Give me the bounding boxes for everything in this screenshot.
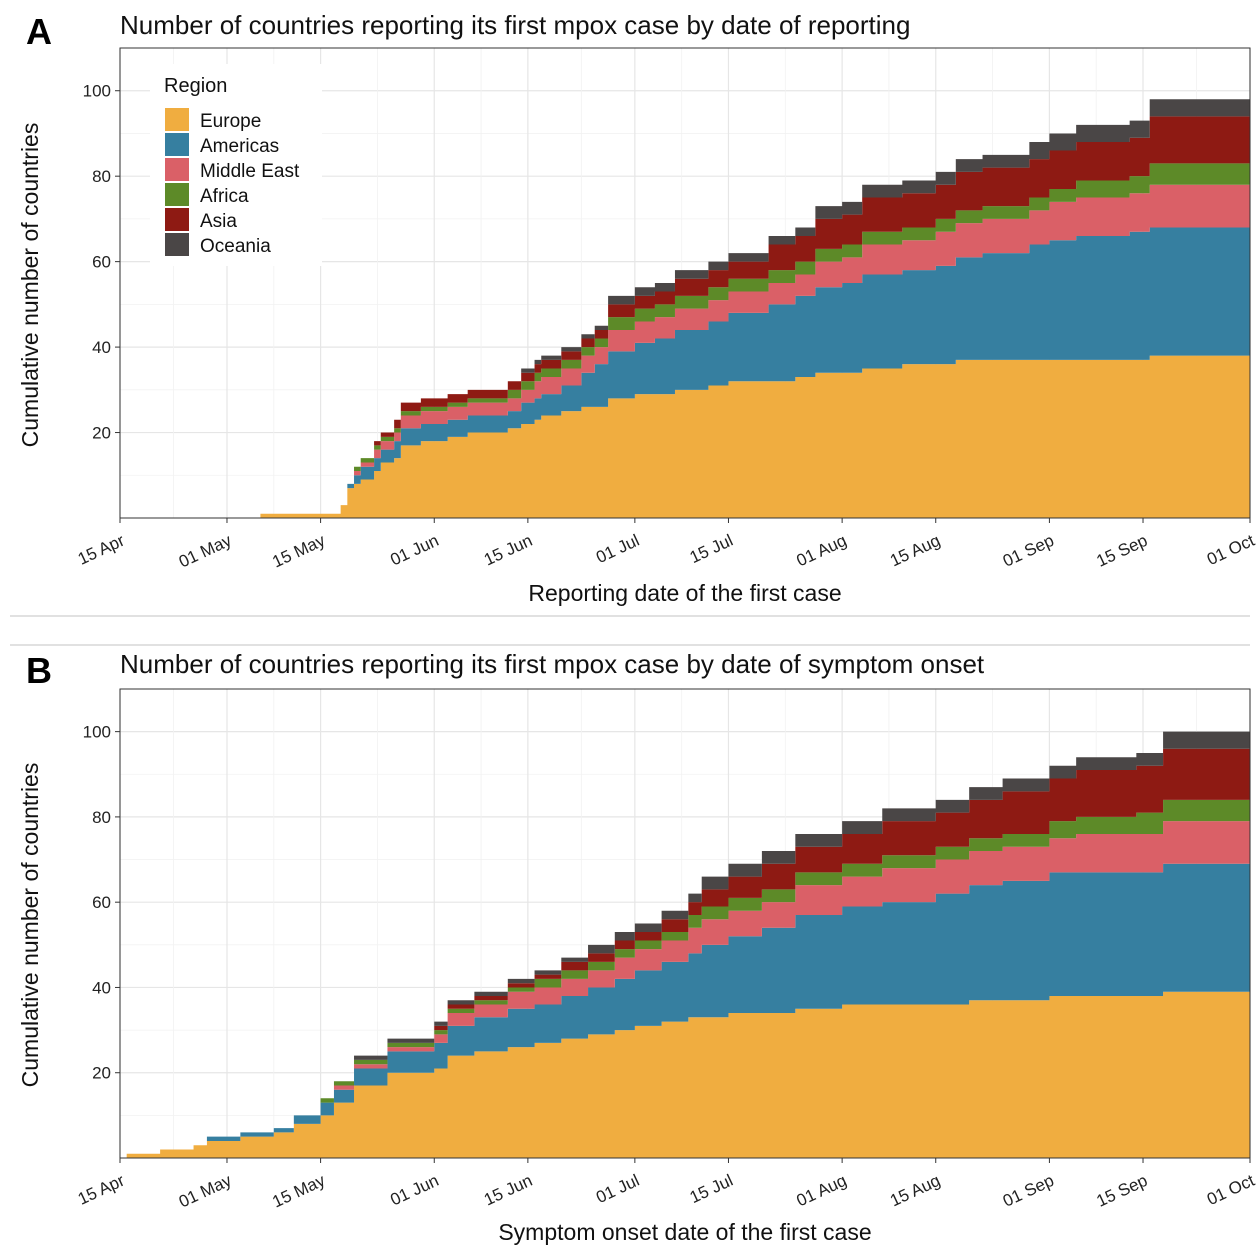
panel-b-x-tick-label-15-sep: 15 Sep (1094, 1171, 1151, 1211)
panel-b-x-tick-label-15-aug: 15 Aug (887, 1171, 943, 1211)
legend-key-africa (165, 183, 189, 206)
panel-a-plot-frame (119, 47, 1251, 519)
legend: Region Europe Americas Middle East Afric… (150, 64, 322, 266)
panel-b-x-tick-label-15-may: 15 May (269, 1171, 328, 1212)
panel-b-x-tick-label-01-may: 01 May (176, 1171, 235, 1212)
panel-b-area-europe (126, 991, 1250, 1158)
panel-b-x-tick-label-01-jun: 01 Jun (387, 1171, 441, 1210)
panel-b-x-tick-label-15-jul: 15 Jul (687, 1171, 736, 1207)
panel-a-x-tick-label-01-sep: 01 Sep (1000, 531, 1057, 571)
legend-key-americas (165, 133, 189, 156)
panel-a-y-axis-title: Cumulative number of countries (17, 123, 43, 448)
panel-a-letter: A (26, 11, 52, 52)
panel-a-x-tick-label-15-aug: 15 Aug (887, 531, 943, 571)
panel-b-y-axis-title: Cumulative number of countries (17, 763, 43, 1088)
panel-b: B Number of countries reporting its firs… (17, 649, 1258, 1245)
legend-label-middle-east: Middle East (200, 161, 300, 182)
panel-a-x-tick-label-15-sep: 15 Sep (1094, 531, 1151, 571)
panel-a: A Number of countries reporting its firs… (17, 10, 1258, 606)
panel-a-y-tick-label-100: 100 (83, 82, 111, 101)
panel-b-x-tick-label-01-oct: 01 Oct (1204, 1171, 1258, 1210)
panel-b-area-americas (126, 863, 1250, 1154)
panel-b-x-tick-label-01-sep: 01 Sep (1000, 1171, 1057, 1211)
panel-b-y-tick-label-40: 40 (92, 978, 111, 997)
panel-b-title: Number of countries reporting its first … (120, 649, 985, 679)
panel-a-x-tick-label-01-jul: 01 Jul (593, 531, 642, 567)
panel-b-x-axis-title: Symptom onset date of the first case (498, 1219, 871, 1245)
panel-b-x-tick-label-15-jun: 15 Jun (481, 1171, 535, 1210)
panel-b-x-tick-label-15-apr: 15 Apr (75, 1171, 128, 1209)
panel-b-y-tick-label-80: 80 (92, 808, 111, 827)
panel-b-letter: B (26, 650, 52, 691)
panel-a-x-tick-label-15-may: 15 May (269, 531, 328, 572)
panel-a-x-tick-label-01-oct: 01 Oct (1204, 531, 1258, 570)
panel-a-y-tick-label-40: 40 (92, 338, 111, 357)
panel-a-area-middle-east (260, 184, 1251, 514)
panel-a-area-americas (260, 227, 1251, 514)
legend-key-middle-east (165, 158, 189, 181)
legend-key-oceania (165, 233, 189, 256)
panel-a-area-asia (260, 116, 1251, 514)
panel-a-x-tick-label-15-apr: 15 Apr (75, 531, 128, 569)
panel-a-x-tick-label-15-jun: 15 Jun (481, 531, 535, 570)
panel-b-x-tick-label-01-aug: 01 Aug (794, 1171, 850, 1211)
legend-label-americas: Americas (200, 136, 279, 157)
legend-label-asia: Asia (200, 211, 237, 232)
panel-b-area-asia (126, 748, 1250, 1154)
panel-a-x-tick-label-15-jul: 15 Jul (687, 531, 736, 567)
panel-a-stacked-areas (260, 99, 1251, 518)
legend-key-europe (165, 108, 189, 131)
panel-a-x-axis-title: Reporting date of the first case (528, 580, 841, 606)
panel-a-y-tick-label-80: 80 (92, 167, 111, 186)
panel-b-y-tick-label-60: 60 (92, 893, 111, 912)
legend-key-asia (165, 208, 189, 231)
panel-a-x-tick-label-01-aug: 01 Aug (794, 531, 850, 571)
panel-b-y-tick-label-20: 20 (92, 1064, 111, 1083)
legend-label-africa: Africa (200, 186, 249, 207)
panel-b-plot-frame (119, 688, 1251, 1159)
legend-title: Region (164, 75, 227, 97)
panel-a-x-tick-label-01-jun: 01 Jun (387, 531, 441, 570)
panel-a-x-tick-label-01-may: 01 May (176, 531, 235, 572)
legend-label-europe: Europe (200, 111, 261, 132)
panel-b-x-tick-label-01-jul: 01 Jul (593, 1171, 642, 1207)
panel-a-y-tick-label-60: 60 (92, 253, 111, 272)
panel-b-stacked-areas (126, 731, 1250, 1158)
legend-label-oceania: Oceania (200, 236, 271, 257)
panel-b-area-middle-east (126, 821, 1250, 1154)
panel-a-title: Number of countries reporting its first … (120, 10, 910, 40)
panel-b-y-tick-label-100: 100 (83, 723, 111, 742)
panel-a-y-tick-label-20: 20 (92, 424, 111, 443)
panel-a-area-europe (260, 355, 1251, 518)
